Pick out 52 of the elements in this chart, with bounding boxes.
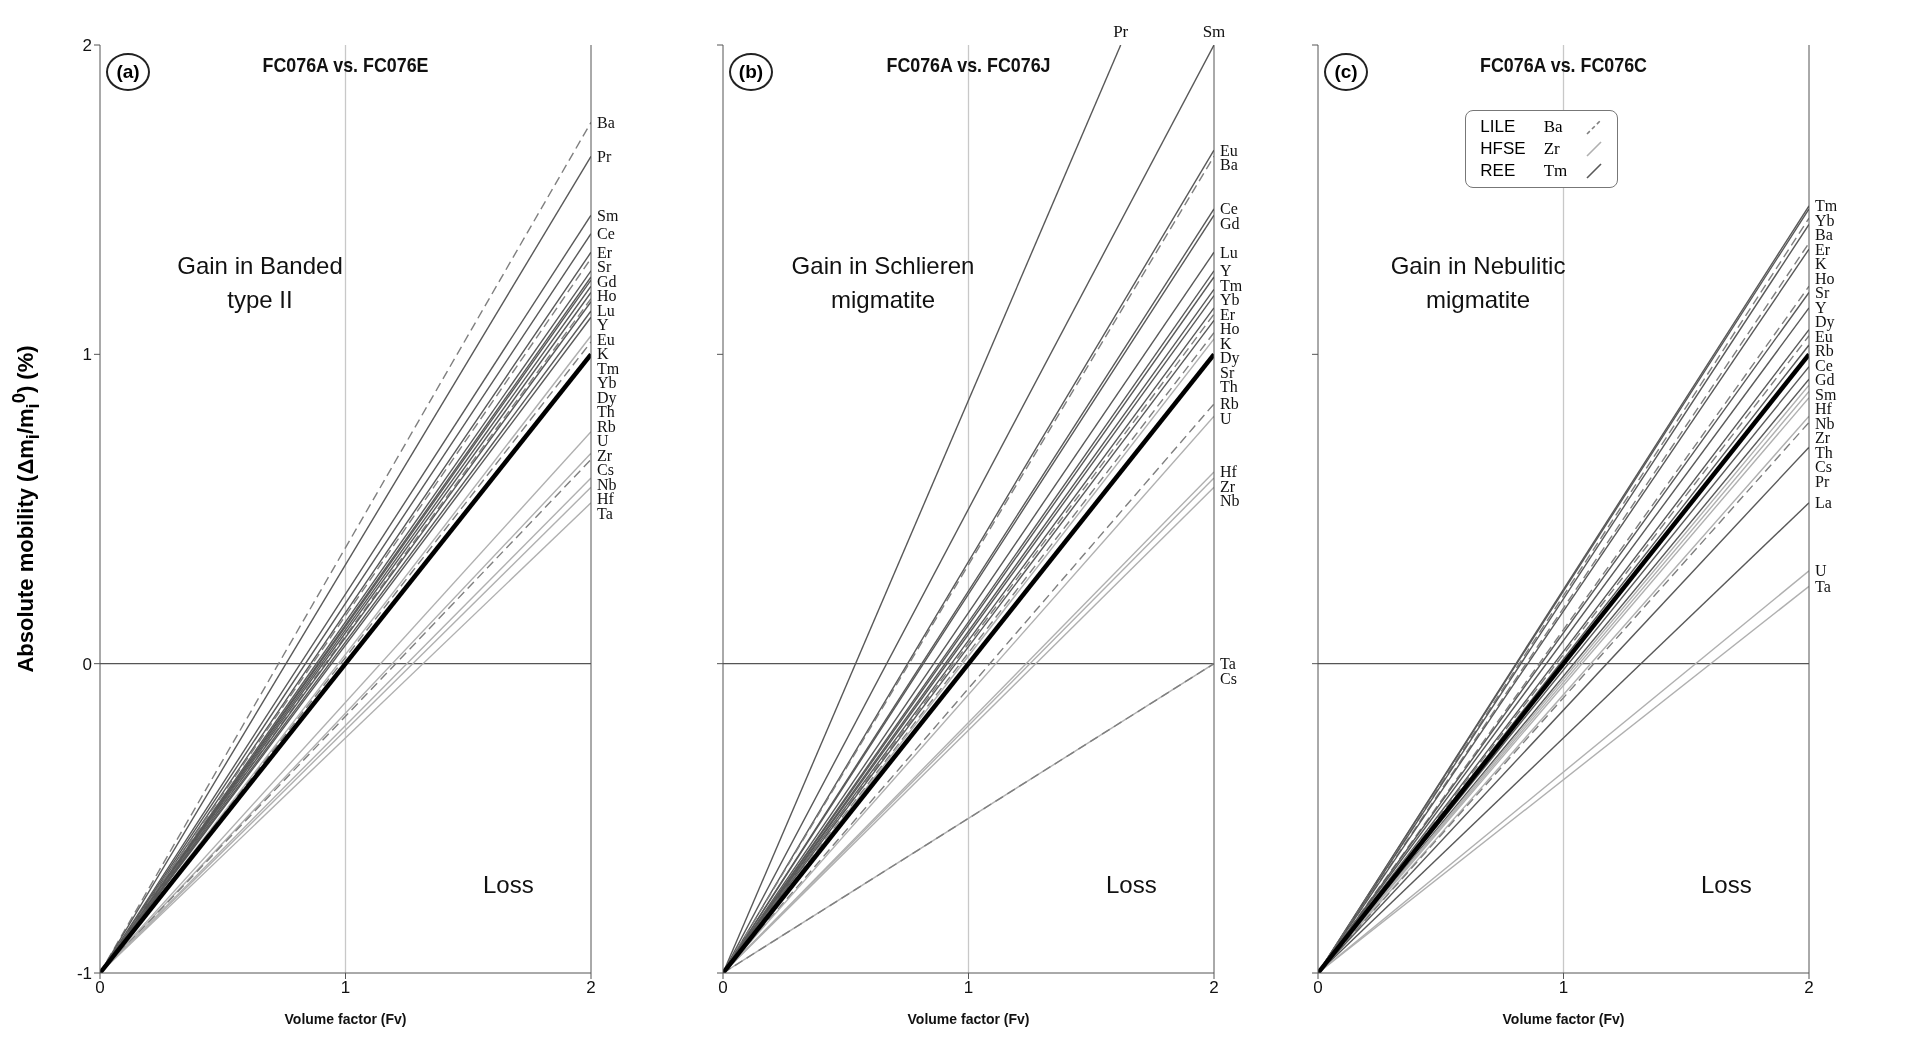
annotation: REE (1480, 161, 1517, 181)
annotation: (c) (1324, 53, 1368, 91)
annotation: (a) (106, 53, 150, 91)
series-label: Eu (1220, 141, 1238, 159)
x-tick-label: 2 (586, 978, 596, 998)
y-tick-label: 2 (82, 36, 92, 56)
y-tick-label: 0 (82, 654, 92, 674)
annotation: (b) (729, 53, 773, 91)
series-label: Ce (597, 225, 615, 243)
chart-title: FC076A vs. FC076C (1479, 53, 1647, 76)
series-label: Sm (597, 206, 619, 224)
series-label: Lu (1220, 243, 1238, 261)
series-label: Pr (597, 147, 612, 165)
annotation: Gain in Nebulitic migmatite (1389, 251, 1567, 316)
annotation: Loss (482, 870, 534, 899)
annotation: LILE (1480, 117, 1517, 137)
x-axis-title: Volume factor (Fv) (1502, 1011, 1625, 1027)
annotation: HFSE (1480, 139, 1526, 159)
x-axis-title: Volume factor (Fv) (907, 1011, 1030, 1027)
annotation: Loss (1700, 870, 1752, 899)
y-tick-label: -1 (76, 964, 92, 984)
series-label: Er (597, 243, 613, 261)
x-tick-label: 0 (718, 978, 728, 998)
annotation: Tm (1543, 161, 1568, 181)
series-label: Nb (1220, 492, 1240, 510)
x-tick-label: 1 (963, 978, 974, 998)
annotation: Gain in Banded type II (176, 251, 344, 316)
annotation: Loss (1105, 870, 1157, 899)
x-tick-label: 2 (1804, 978, 1814, 998)
chart-title: FC076A vs. FC076J (886, 53, 1051, 76)
series-label: Dy (1815, 313, 1835, 332)
annotation: Gain in Schlieren migmatite (790, 251, 976, 316)
series-label: Sm (1202, 22, 1226, 41)
series-label: U (1815, 562, 1827, 580)
series-label: Ba (1220, 156, 1238, 174)
series-label: Th (1220, 378, 1238, 396)
series-label: La (1815, 494, 1832, 512)
y-tick-label: 1 (82, 345, 92, 365)
x-axis-title: Volume factor (Fv) (284, 1011, 407, 1027)
series-label: Ta (1815, 577, 1831, 595)
x-tick-label: 1 (1558, 978, 1569, 998)
series-label: Ba (597, 113, 615, 131)
series-label: Pr (1113, 22, 1129, 41)
annotation: Ba (1543, 117, 1564, 137)
annotation: Zr (1543, 139, 1561, 159)
x-tick-label: 0 (95, 978, 105, 998)
text: Rb (597, 417, 616, 435)
series-label: Dy (1220, 349, 1240, 368)
x-tick-label: 0 (1313, 978, 1323, 998)
chart-title: FC076A vs. FC076E (262, 53, 429, 76)
x-tick-label: 2 (1209, 978, 1219, 998)
x-tick-label: 1 (340, 978, 351, 998)
